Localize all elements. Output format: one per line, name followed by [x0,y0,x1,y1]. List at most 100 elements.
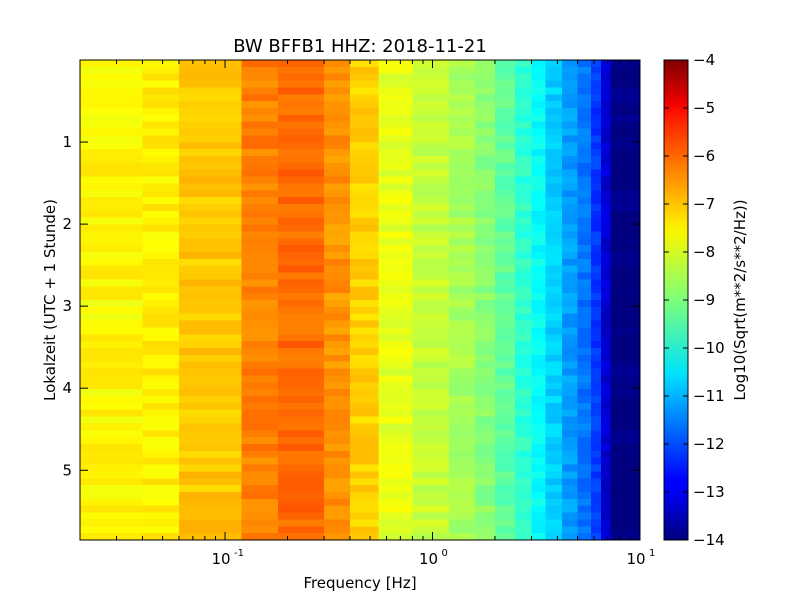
heatmap-cell [561,156,579,164]
heatmap-cell [80,128,144,137]
heatmap-cell [80,258,144,267]
heatmap-cell [531,190,546,198]
heatmap-cell [179,354,243,363]
x-tick-exponent: 1 [649,548,655,559]
heatmap-cell [448,210,476,219]
heatmap-cell [531,183,546,191]
heatmap-cell [324,320,351,329]
heatmap-cell [577,108,592,116]
heatmap-cell [494,162,516,171]
heatmap-cell [545,354,563,363]
heatmap-cell [601,457,611,466]
heatmap-cell [277,313,325,322]
heatmap-cell [412,204,450,212]
heatmap-cell [590,142,602,150]
heatmap-cell [349,60,380,68]
heatmap-cell [80,320,144,329]
heatmap-cell [494,87,516,95]
heatmap-cell [378,190,413,198]
heatmap-cell [179,162,243,171]
heatmap-cell [142,368,180,377]
heatmap-cell [277,416,325,425]
heatmap-cell [531,142,546,150]
heatmap-cell [412,245,450,253]
heatmap-cell [545,224,563,233]
heatmap-cell [601,293,611,301]
heatmap-cell [349,485,380,493]
heatmap-cell [80,396,144,404]
heatmap-cell [241,348,279,356]
heatmap-cell [561,258,579,267]
heatmap-cell [545,94,563,102]
heatmap-cell [378,217,413,226]
heatmap-cell [545,162,563,171]
heatmap-cell [590,423,602,431]
heatmap-cell [474,121,496,130]
heatmap-cell [378,176,413,185]
heatmap-cell [142,492,180,500]
heatmap-cell [179,101,243,109]
heatmap-cell [142,389,180,397]
heatmap-cell [590,224,602,233]
heatmap-cell [610,231,641,239]
heatmap-cell [448,204,476,212]
heatmap-cell [474,361,496,370]
heatmap-cell [590,128,602,137]
heatmap-cell [277,197,325,205]
heatmap-cell [601,87,611,95]
heatmap-cell [378,265,413,274]
heatmap-cell [577,437,592,445]
heatmap-cell [179,498,243,507]
heatmap-cell [577,156,592,164]
heatmap-cell [610,450,641,459]
heatmap-cell [378,300,413,308]
heatmap-cell [378,128,413,137]
heatmap-cell [448,526,476,534]
heatmap-cell [590,327,602,335]
heatmap-cell [349,354,380,363]
heatmap-cell [601,101,611,109]
heatmap-cell [277,478,325,486]
heatmap-cell [324,265,351,274]
heatmap-cell [590,396,602,404]
heatmap-cell [349,478,380,486]
colorbar-tick-label: −13 [693,483,725,501]
heatmap-cell [378,505,413,514]
heatmap-cell [531,258,546,267]
heatmap-cell [515,156,533,164]
heatmap-cell [349,149,380,157]
heatmap-cell [349,341,380,349]
heatmap-cell [142,265,180,274]
heatmap-cell [241,66,279,75]
heatmap-cell [142,505,180,514]
heatmap-cell [561,389,579,397]
heatmap-cell [349,464,380,473]
heatmap-cell [515,512,533,521]
heatmap-cell [179,512,243,521]
heatmap-cell [610,300,641,308]
heatmap-cell [561,286,579,294]
heatmap-cell [179,402,243,411]
heatmap-cell [531,492,546,500]
heatmap-cell [241,526,279,534]
heatmap-cell [590,341,602,349]
heatmap-cell [531,108,546,116]
heatmap-cell [474,498,496,507]
heatmap-cell [494,320,516,329]
heatmap-cell [561,368,579,377]
heatmap-cell [349,210,380,219]
heatmap-cell [474,396,496,404]
heatmap-cell [577,231,592,239]
heatmap-cell [577,505,592,514]
heatmap-cell [494,73,516,82]
heatmap-cell [324,396,351,404]
heatmap-cell [349,423,380,431]
heatmap-cell [179,190,243,198]
heatmap-cell [179,361,243,370]
colorbar-tick-label: −10 [693,339,725,357]
heatmap-cell [142,334,180,342]
heatmap-cell [590,252,602,260]
heatmap-cell [494,382,516,390]
heatmap-cell [277,533,325,541]
